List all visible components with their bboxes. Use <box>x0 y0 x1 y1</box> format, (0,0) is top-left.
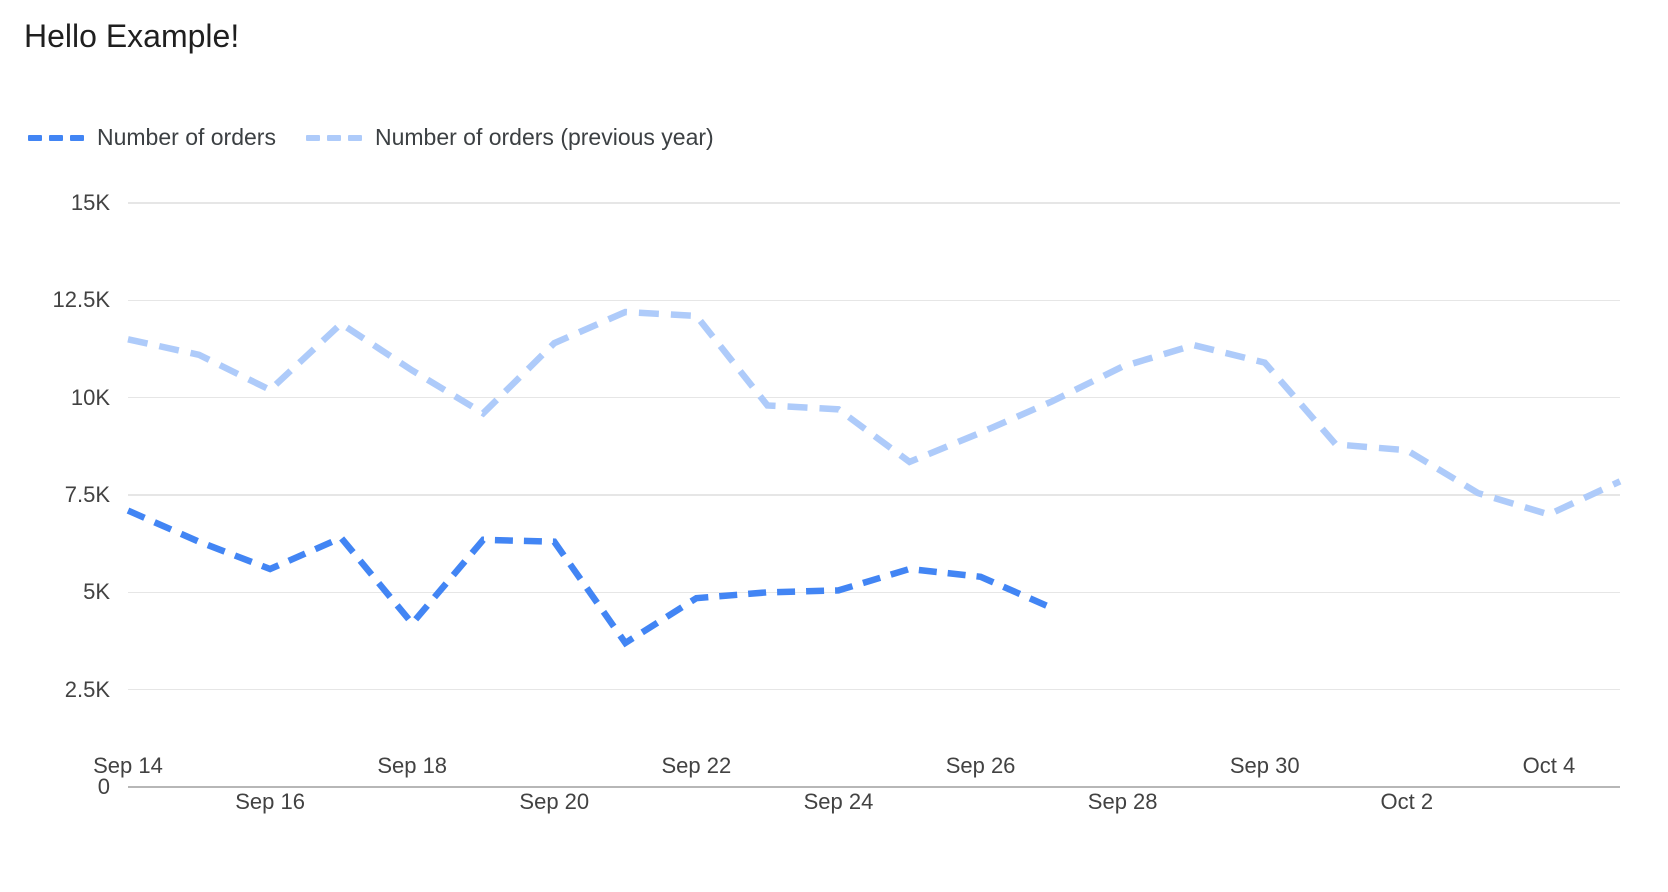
legend-dash-segment <box>347 134 362 141</box>
legend-dash-segment <box>70 134 84 141</box>
x-axis-label: Sep 20 <box>519 789 590 814</box>
series-line-orders-previous-year <box>127 308 1622 518</box>
x-axis-label: Sep 16 <box>235 789 305 814</box>
x-axis-label: Sep 18 <box>377 753 448 778</box>
legend-item-label: Number of orders (previous year) <box>374 124 714 150</box>
x-axis-label: Sep 26 <box>945 753 1016 778</box>
y-axis-label: 7.5K <box>64 482 110 507</box>
legend-dash-segment <box>49 134 63 141</box>
y-axis-label: 2.5K <box>64 676 110 702</box>
x-axis-label: Oct 2 <box>1380 789 1434 814</box>
x-axis-label: Sep 28 <box>1087 789 1158 814</box>
x-axis-label: Sep 24 <box>803 789 874 814</box>
legend-dashed-line-icon <box>305 134 362 141</box>
y-axis-label: 15K <box>70 190 110 215</box>
legend-item-orders-previous-year: Number of orders (previous year) <box>305 124 714 151</box>
gridline <box>128 396 1620 399</box>
gridline <box>128 299 1620 302</box>
y-axis-label: 5K <box>83 579 110 605</box>
legend-item-label: Number of orders <box>97 124 276 150</box>
legend-dash-segment <box>326 134 341 141</box>
chart-title: Hello Example! <box>24 18 240 54</box>
gridline <box>128 688 1620 691</box>
series-line-orders <box>126 507 1053 648</box>
legend-dash-segment <box>305 134 320 141</box>
gridline <box>128 202 1620 204</box>
x-axis-label: Sep 30 <box>1229 753 1300 778</box>
x-axis-label: Sep 22 <box>661 753 732 778</box>
legend-item-orders: Number of orders <box>28 124 276 151</box>
y-axis-label: 12.5K <box>52 287 111 313</box>
x-axis-label: Oct 4 <box>1522 753 1576 778</box>
legend: Number of orders Number of orders (previo… <box>28 124 714 151</box>
legend-dashed-line-icon <box>28 134 84 141</box>
y-axis-label: 10K <box>70 384 110 410</box>
gridline <box>128 591 1620 594</box>
y-axis-label: 0 <box>97 774 110 799</box>
x-axis-label: Sep 14 <box>93 753 163 778</box>
gridline <box>128 494 1620 496</box>
x-axis-line <box>128 785 1620 789</box>
legend-dash-segment <box>28 134 42 141</box>
